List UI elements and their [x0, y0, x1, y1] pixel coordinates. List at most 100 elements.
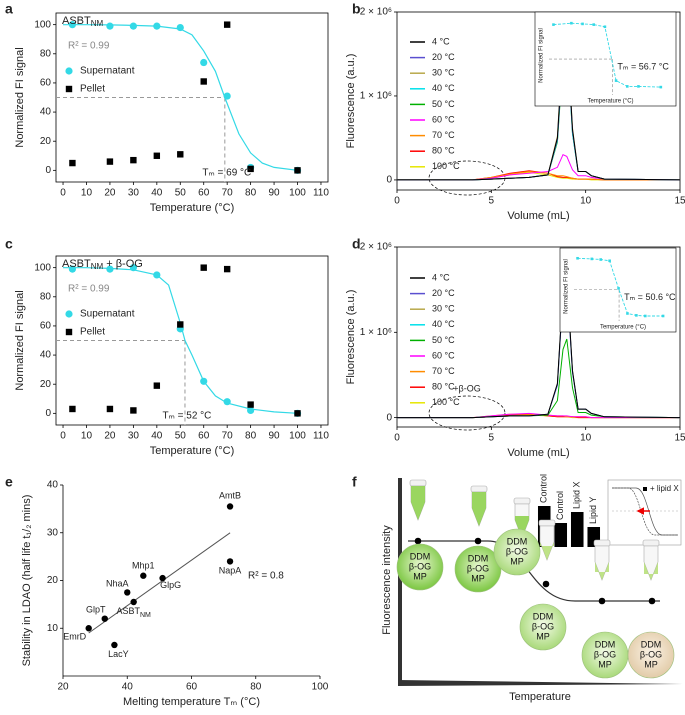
micelle [627, 631, 675, 679]
y-tick-label: 100 [34, 19, 51, 30]
trace [397, 154, 681, 181]
inset-frame [559, 247, 677, 333]
point [177, 151, 184, 158]
plot-frame [55, 255, 329, 426]
x-tick-label: 100 [289, 431, 306, 442]
bar-label: Control [555, 491, 565, 520]
curve-point [542, 580, 550, 588]
y-tick-label: 80 [40, 291, 52, 302]
point [637, 85, 640, 88]
y-tick-label: 60 [40, 78, 52, 89]
point-label-main: EmrD [63, 632, 86, 642]
point [608, 259, 611, 263]
legend-label: 60 °C [432, 350, 455, 360]
y-tick-label: 40 [40, 350, 52, 361]
curve-point [474, 537, 482, 545]
tube-liquid [595, 562, 609, 580]
point [153, 382, 161, 389]
point [226, 503, 234, 510]
x-tick-label: 20 [104, 188, 116, 199]
bar-label: Control [539, 474, 549, 503]
legend-marker [65, 67, 73, 75]
y-tick-label: 40 [47, 480, 59, 491]
x-tick-label: 15 [674, 433, 685, 444]
point [226, 558, 234, 565]
micelle-label: MP [413, 571, 427, 581]
x-tick-label: 110 [313, 188, 329, 199]
point-label: ASBTNM [116, 606, 151, 618]
point-label-main: NhaA [106, 579, 129, 589]
point [552, 23, 555, 26]
point [68, 265, 77, 273]
inset-tm-label: Tₘ = 56.7 °C [617, 61, 669, 71]
tube-liquid [644, 562, 658, 580]
point [659, 85, 663, 89]
point [101, 615, 108, 622]
legend-label: Supernatant [80, 309, 135, 320]
y-axis-label: Fluorescence (a.u.) [345, 290, 357, 385]
point [223, 398, 231, 406]
annotation: +β-OG [453, 383, 480, 393]
point [223, 92, 231, 100]
point-label-sub: NM [140, 612, 151, 619]
x-axis-label: Volume (mL) [507, 210, 569, 222]
x-tick-label: 110 [313, 431, 329, 442]
inset-legend: + lipid X [650, 484, 679, 493]
legend-label: Pellet [80, 327, 105, 338]
x-tick-label: 100 [312, 682, 329, 693]
point [635, 314, 638, 317]
y-axis-label: Normalized FI signal [14, 290, 26, 390]
x-tick-label: 100 [289, 188, 306, 199]
micelle-label: DDM [507, 536, 528, 546]
x-tick-label: 30 [128, 431, 140, 442]
y-tick-label: 80 [40, 48, 52, 59]
point [177, 321, 184, 328]
bar [570, 512, 584, 547]
tube-cap [470, 485, 488, 493]
point [661, 314, 665, 318]
point [106, 265, 114, 273]
point [200, 377, 208, 385]
tube-liquid [540, 542, 554, 560]
x-axis-label: Temperature (°C) [150, 202, 234, 214]
legend-label: 4 °C [432, 36, 450, 46]
legend-label: 70 °C [432, 366, 455, 376]
point [130, 407, 137, 414]
y-tick-label: 10 [47, 623, 59, 634]
point [130, 598, 137, 606]
title-suffix: + β-OG [103, 258, 143, 270]
point [69, 159, 76, 167]
micelle-label: β-OG [532, 621, 554, 631]
point [124, 589, 131, 596]
point [106, 22, 114, 30]
curve-point [598, 597, 606, 605]
legend-label: 20 °C [432, 52, 455, 62]
legend-marker [65, 85, 73, 93]
legend-label: 40 °C [432, 319, 455, 329]
r2-label: R² = 0.99 [68, 284, 110, 295]
micelle [454, 545, 502, 593]
point [140, 572, 147, 579]
bar [554, 523, 568, 547]
x-tick-label: 80 [245, 188, 257, 199]
y-tick-label: 0 [386, 175, 392, 186]
y-tick-label: 1 × 10⁶ [360, 91, 392, 102]
tube-cap [409, 479, 427, 487]
trace [397, 170, 680, 181]
point [576, 256, 579, 260]
x-tick-label: 20 [104, 431, 116, 442]
panel-title: ASBTNM + β-OG [62, 258, 143, 271]
legend-label: 20 °C [432, 288, 455, 298]
point [200, 58, 208, 67]
point-label-main: GlpT [86, 605, 106, 615]
y-axis-label: Stability in LDAO (half life t₁/₂ mins) [21, 495, 33, 667]
point [247, 401, 254, 408]
tube-liquid [411, 486, 425, 520]
y-axis-label: Fluorescence (a.u.) [345, 54, 357, 149]
y-tick-label: 60 [40, 321, 52, 332]
tube-cap [593, 539, 611, 547]
panel-title: ASBTNM [62, 15, 104, 28]
x-tick-label: 60 [198, 188, 210, 199]
point-label: AmtB [219, 491, 241, 501]
